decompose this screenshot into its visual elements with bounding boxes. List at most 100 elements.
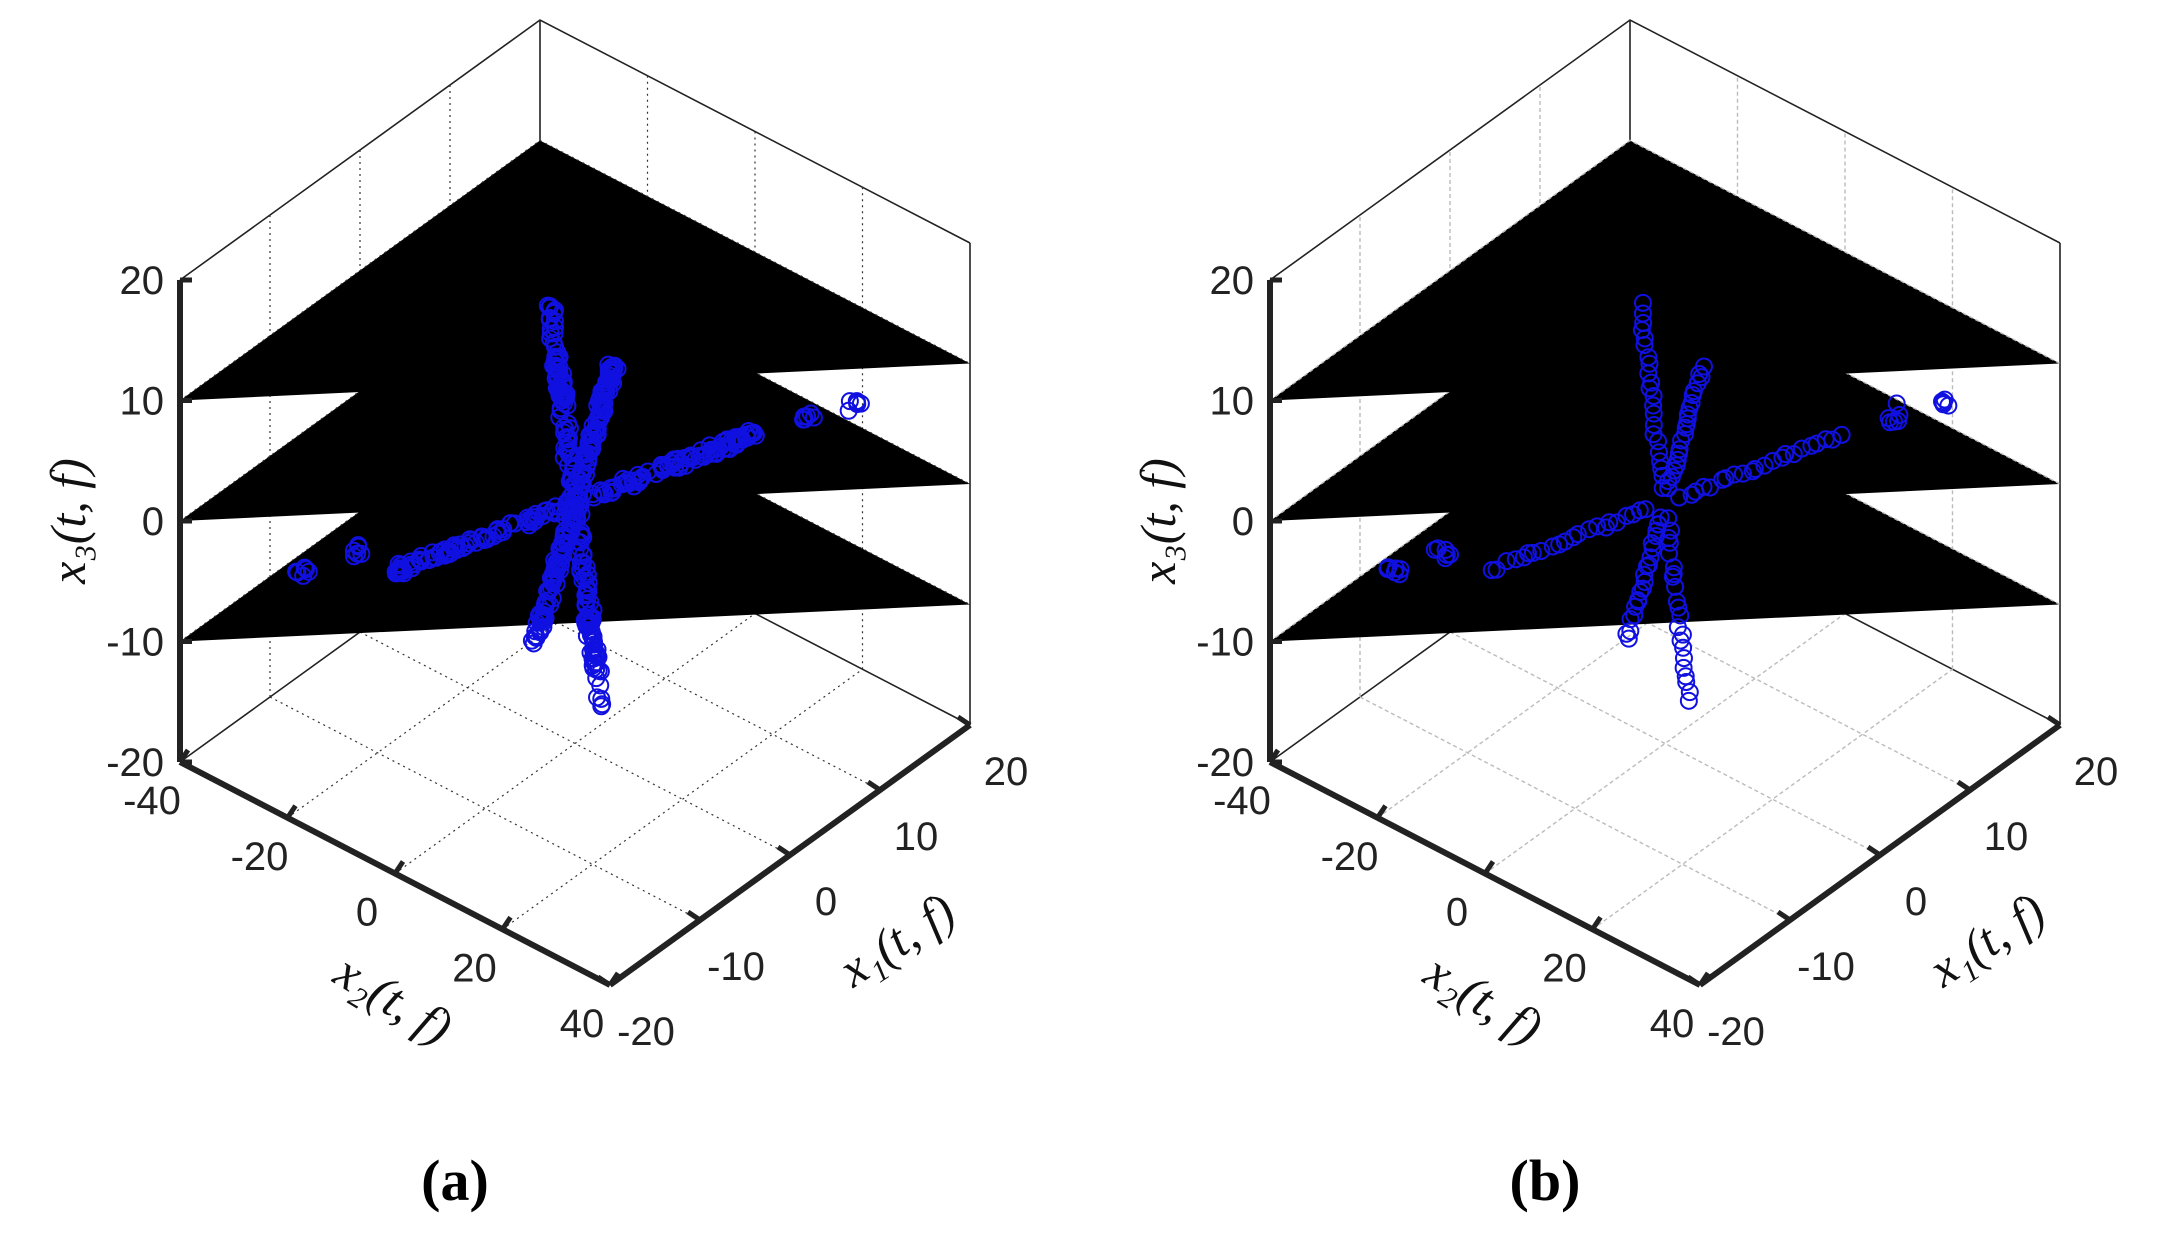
x-axis-label: x₁(t, f) — [828, 882, 965, 998]
scatter-point — [1543, 537, 1562, 556]
y-tick-label: -40 — [1213, 779, 1271, 823]
scatter-point — [581, 626, 600, 645]
z-tick-label: -10 — [106, 621, 164, 665]
scatter-point — [1649, 443, 1668, 462]
scatter-point — [1692, 368, 1711, 387]
scatter-points — [1378, 293, 1958, 710]
scatter-point — [595, 484, 614, 503]
scatter-point — [1644, 396, 1663, 415]
y-tick-label: -20 — [231, 835, 289, 879]
scatter-point — [518, 508, 537, 527]
scatter-point — [344, 547, 363, 566]
scatter-point — [1743, 462, 1762, 481]
z-tick-label: 20 — [1210, 259, 1255, 303]
x-tick — [1866, 844, 1882, 858]
scatter-point — [501, 514, 520, 533]
scatter-point — [591, 408, 610, 427]
x-tick-label: 0 — [815, 880, 837, 924]
scatter-point — [1597, 518, 1616, 537]
scatter-point — [1619, 629, 1638, 648]
y-tick — [1482, 860, 1496, 875]
scatter-point — [1634, 313, 1653, 332]
z-tick-label: -10 — [1196, 621, 1254, 665]
scatter-point — [633, 468, 652, 487]
scatter-point — [530, 620, 549, 639]
scatter-point — [1635, 572, 1654, 591]
scatter-point — [1669, 598, 1688, 617]
scatter-point — [1633, 304, 1652, 323]
scatter-point — [1677, 672, 1696, 691]
scatter-point — [545, 324, 564, 343]
scatter-point — [1644, 415, 1663, 434]
scatter-point — [595, 380, 614, 399]
scatter-point — [583, 439, 602, 458]
scatter-point — [1682, 393, 1701, 412]
y-tick — [285, 804, 298, 820]
x-tick — [1686, 974, 1702, 988]
y-tick-label: -40 — [123, 779, 181, 823]
scatter-point — [587, 669, 606, 688]
y-tick-label: 40 — [560, 1002, 605, 1046]
scatter-point — [1640, 354, 1659, 373]
x-tick-label: -20 — [617, 1010, 675, 1054]
y-tick — [1375, 804, 1388, 820]
x-tick — [866, 779, 882, 793]
scatter-point — [1633, 579, 1652, 598]
scatter-point — [535, 502, 554, 521]
scatter-point — [1879, 409, 1898, 428]
grid-line — [269, 696, 701, 921]
x-tick-label: -10 — [707, 945, 765, 989]
scatter-point — [1776, 445, 1795, 464]
scatter-point — [618, 471, 637, 490]
scatter-point — [588, 420, 607, 439]
y-axis-label: x₂(t, f) — [1415, 942, 1552, 1055]
scatter-point — [1641, 548, 1660, 567]
scatter-point — [723, 433, 742, 452]
scatter-point — [555, 522, 574, 541]
x-tick-label: 20 — [984, 750, 1029, 794]
scatter-point — [1670, 440, 1689, 459]
scatter-point — [530, 606, 549, 625]
scatter-point — [546, 349, 565, 368]
scatter-point — [744, 423, 763, 442]
scatter-point — [1668, 450, 1687, 469]
scatter-point — [1639, 348, 1658, 367]
scatter-point — [555, 417, 574, 436]
scatter-point — [584, 630, 603, 649]
y-tick-label: 0 — [1446, 891, 1468, 935]
x-tick — [1776, 909, 1792, 923]
scatter-point — [420, 551, 439, 570]
scatter-point — [1532, 541, 1551, 560]
scatter-point — [1436, 540, 1455, 559]
scatter-point — [1674, 658, 1693, 677]
y-tick-label: -20 — [1321, 835, 1379, 879]
z-tick-label: -20 — [106, 741, 164, 785]
scatter-point — [600, 360, 619, 379]
scatter-point — [548, 360, 567, 379]
scatter-point — [572, 526, 591, 545]
scatter-point — [558, 430, 577, 449]
scatter-point — [440, 545, 459, 564]
scatter-point — [794, 410, 813, 429]
x-tick — [776, 844, 792, 858]
x-tick-label: 10 — [894, 815, 939, 859]
y-axis-label: x₂(t, f) — [325, 942, 462, 1055]
scatter-point — [1694, 477, 1713, 496]
scatter-point — [1887, 394, 1906, 413]
x-tick-label: 10 — [1984, 815, 2029, 859]
scatter-point — [553, 376, 572, 395]
scatter-point — [527, 628, 546, 647]
scatter-point — [1523, 543, 1542, 562]
y-tick — [392, 860, 406, 875]
y-tick — [1590, 915, 1603, 931]
scatter-point — [1626, 597, 1645, 616]
scatter-point — [1621, 622, 1640, 641]
grid-line — [1359, 696, 1791, 921]
x-tick-label: 20 — [2074, 750, 2119, 794]
scatter-point — [557, 388, 576, 407]
scatter-point — [1663, 567, 1682, 586]
scatter-point — [602, 358, 621, 377]
x-axis-label: x₁(t, f) — [1918, 882, 2055, 998]
x-tick — [2046, 714, 2062, 728]
